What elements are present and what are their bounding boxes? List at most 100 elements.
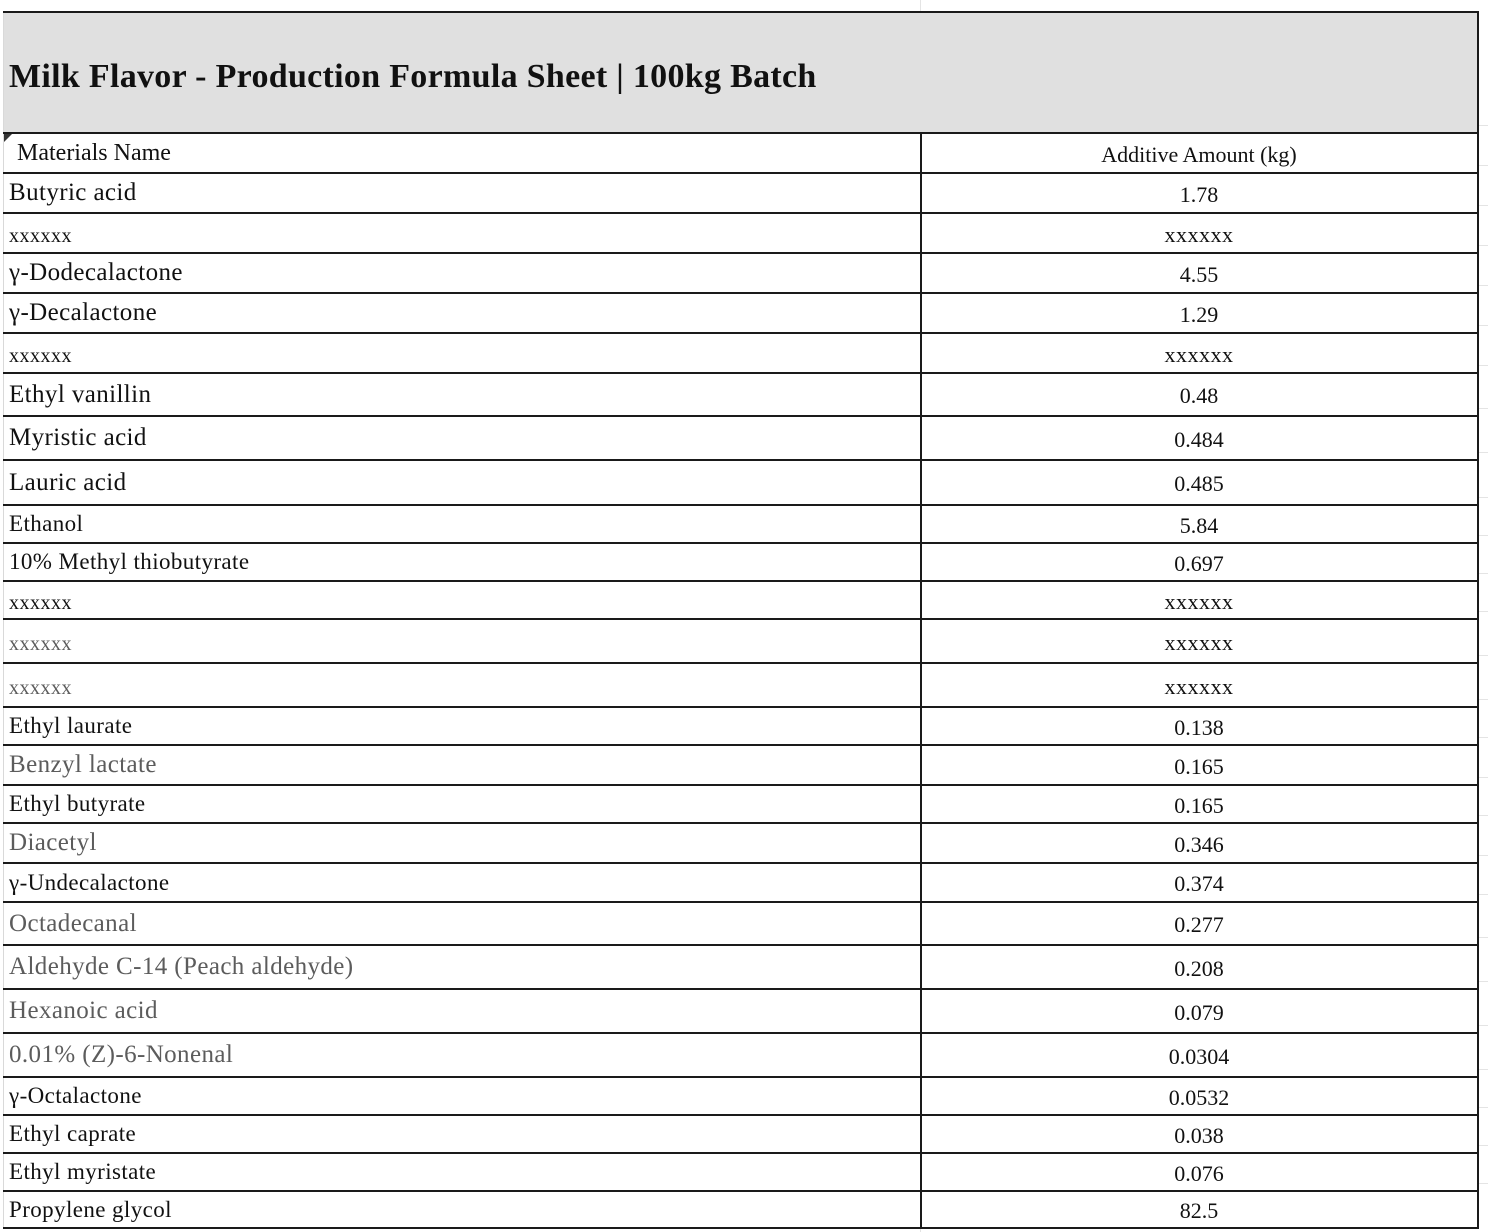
- material-name-cell[interactable]: Hexanoic acid: [3, 988, 921, 1033]
- table-row: Ethyl vanillin 0.48: [3, 372, 1479, 416]
- gridline: [1478, 325, 1488, 326]
- material-name-cell[interactable]: xxxxxx: [3, 662, 921, 707]
- material-name-cell[interactable]: Propylene glycol: [3, 1190, 921, 1229]
- sheet-title[interactable]: Milk Flavor - Production Formula Sheet |…: [3, 11, 1479, 133]
- material-name-cell[interactable]: Diacetyl: [3, 822, 921, 863]
- table-row: 10% Methyl thiobutyrate 0.697: [3, 542, 1479, 581]
- gridline: [1478, 1183, 1488, 1184]
- gridline: [1478, 699, 1488, 700]
- table-row: Butyric acid 1.78: [3, 172, 1479, 213]
- table-row: xxxxxx xxxxxx: [3, 580, 1479, 619]
- gridline: [1478, 937, 1488, 938]
- amount-cell[interactable]: xxxxxx: [919, 332, 1479, 373]
- gridline: [1478, 1107, 1488, 1108]
- amount-cell[interactable]: 0.277: [919, 901, 1479, 945]
- amount-cell[interactable]: xxxxxx: [919, 580, 1479, 619]
- amount-cell[interactable]: 0.0304: [919, 1032, 1479, 1077]
- table-row: Benzyl lactate 0.165: [3, 744, 1479, 785]
- cell-comment-marker: [4, 135, 12, 142]
- material-name-cell[interactable]: Ethyl vanillin: [3, 372, 921, 416]
- material-name-cell[interactable]: Ethyl laurate: [3, 706, 921, 745]
- amount-cell[interactable]: 0.374: [919, 862, 1479, 902]
- table-row: xxxxxx xxxxxx: [3, 618, 1479, 663]
- gridline: [1478, 655, 1488, 656]
- material-name-cell[interactable]: Benzyl lactate: [3, 744, 921, 785]
- material-name-cell[interactable]: γ-Dodecalactone: [3, 252, 921, 293]
- table-row: γ-Decalactone 1.29: [3, 292, 1479, 333]
- gridline: [1478, 245, 1488, 246]
- table-row: Ethyl laurate 0.138: [3, 706, 1479, 745]
- material-name-cell[interactable]: Aldehyde C-14 (Peach aldehyde): [3, 944, 921, 989]
- table-row: Lauric acid 0.485: [3, 459, 1479, 505]
- gridline: [1478, 1145, 1488, 1146]
- amount-cell[interactable]: 82.5: [919, 1190, 1479, 1229]
- material-name-cell[interactable]: 10% Methyl thiobutyrate: [3, 542, 921, 581]
- amount-cell[interactable]: 0.165: [919, 784, 1479, 823]
- amount-cell[interactable]: xxxxxx: [919, 662, 1479, 707]
- amount-cell[interactable]: 0.208: [919, 944, 1479, 989]
- table-row: γ-Octalactone 0.0532: [3, 1076, 1479, 1115]
- formula-table: Milk Flavor - Production Formula Sheet |…: [3, 11, 1479, 1229]
- amount-cell[interactable]: xxxxxx: [919, 618, 1479, 663]
- table-row: Ethanol 5.84: [3, 504, 1479, 543]
- gridline: [1478, 573, 1488, 574]
- table-row: Diacetyl 0.346: [3, 822, 1479, 863]
- table-row: xxxxxx xxxxxx: [3, 662, 1479, 707]
- gridline: [1478, 737, 1488, 738]
- amount-cell[interactable]: xxxxxx: [919, 212, 1479, 253]
- material-name-cell[interactable]: γ-Undecalactone: [3, 862, 921, 902]
- amount-cell[interactable]: 0.346: [919, 822, 1479, 863]
- material-name-cell[interactable]: xxxxxx: [3, 618, 921, 663]
- amount-cell[interactable]: 0.485: [919, 459, 1479, 505]
- amount-cell[interactable]: 0.48: [919, 372, 1479, 416]
- amount-cell[interactable]: 0.484: [919, 415, 1479, 460]
- gridline: [1478, 365, 1488, 366]
- amount-cell[interactable]: 0.0532: [919, 1076, 1479, 1115]
- material-name-cell[interactable]: xxxxxx: [3, 332, 921, 373]
- material-name-cell[interactable]: γ-Decalactone: [3, 292, 921, 333]
- table-row: xxxxxx xxxxxx: [3, 332, 1479, 373]
- material-name-cell[interactable]: Lauric acid: [3, 459, 921, 505]
- amount-cell[interactable]: 0.038: [919, 1114, 1479, 1153]
- material-name-cell[interactable]: γ-Octalactone: [3, 1076, 921, 1115]
- gridline: [1478, 452, 1488, 453]
- column-header-materials-label: Materials Name: [17, 139, 171, 166]
- amount-cell[interactable]: 5.84: [919, 504, 1479, 543]
- material-name-cell[interactable]: 0.01% (Z)-6-Nonenal: [3, 1032, 921, 1077]
- material-name-cell[interactable]: Ethyl butyrate: [3, 784, 921, 823]
- amount-cell[interactable]: 1.29: [919, 292, 1479, 333]
- gridline: [1478, 285, 1488, 286]
- table-row: Ethyl caprate 0.038: [3, 1114, 1479, 1153]
- material-name-cell[interactable]: Ethyl caprate: [3, 1114, 921, 1153]
- gridline: [1478, 535, 1488, 536]
- table-row: 0.01% (Z)-6-Nonenal 0.0304: [3, 1032, 1479, 1077]
- material-name-cell[interactable]: Ethanol: [3, 504, 921, 543]
- gridline: [1478, 497, 1488, 498]
- amount-cell[interactable]: 0.079: [919, 988, 1479, 1033]
- gridline: [1478, 165, 1488, 166]
- amount-cell[interactable]: 4.55: [919, 252, 1479, 293]
- amount-cell[interactable]: 0.076: [919, 1152, 1479, 1191]
- gridline: [1478, 1025, 1488, 1026]
- table-row: Hexanoic acid 0.079: [3, 988, 1479, 1033]
- column-header-materials[interactable]: Materials Name: [3, 132, 921, 173]
- gridline: [1478, 408, 1488, 409]
- table-row: xxxxxx xxxxxx: [3, 212, 1479, 253]
- table-row: γ-Dodecalactone 4.55: [3, 252, 1479, 293]
- amount-cell[interactable]: 1.78: [919, 172, 1479, 213]
- table-row: Ethyl myristate 0.076: [3, 1152, 1479, 1191]
- material-name-cell[interactable]: xxxxxx: [3, 580, 921, 619]
- material-name-cell[interactable]: Butyric acid: [3, 172, 921, 213]
- material-name-cell[interactable]: Myristic acid: [3, 415, 921, 460]
- amount-cell[interactable]: 0.697: [919, 542, 1479, 581]
- material-name-cell[interactable]: xxxxxx: [3, 212, 921, 253]
- gridline: [1478, 894, 1488, 895]
- gridline: [1478, 815, 1488, 816]
- table-row: Myristic acid 0.484: [3, 415, 1479, 460]
- column-header-amount[interactable]: Additive Amount (kg): [919, 132, 1479, 173]
- amount-cell[interactable]: 0.165: [919, 744, 1479, 785]
- gridline: [1478, 981, 1488, 982]
- amount-cell[interactable]: 0.138: [919, 706, 1479, 745]
- material-name-cell[interactable]: Ethyl myristate: [3, 1152, 921, 1191]
- material-name-cell[interactable]: Octadecanal: [3, 901, 921, 945]
